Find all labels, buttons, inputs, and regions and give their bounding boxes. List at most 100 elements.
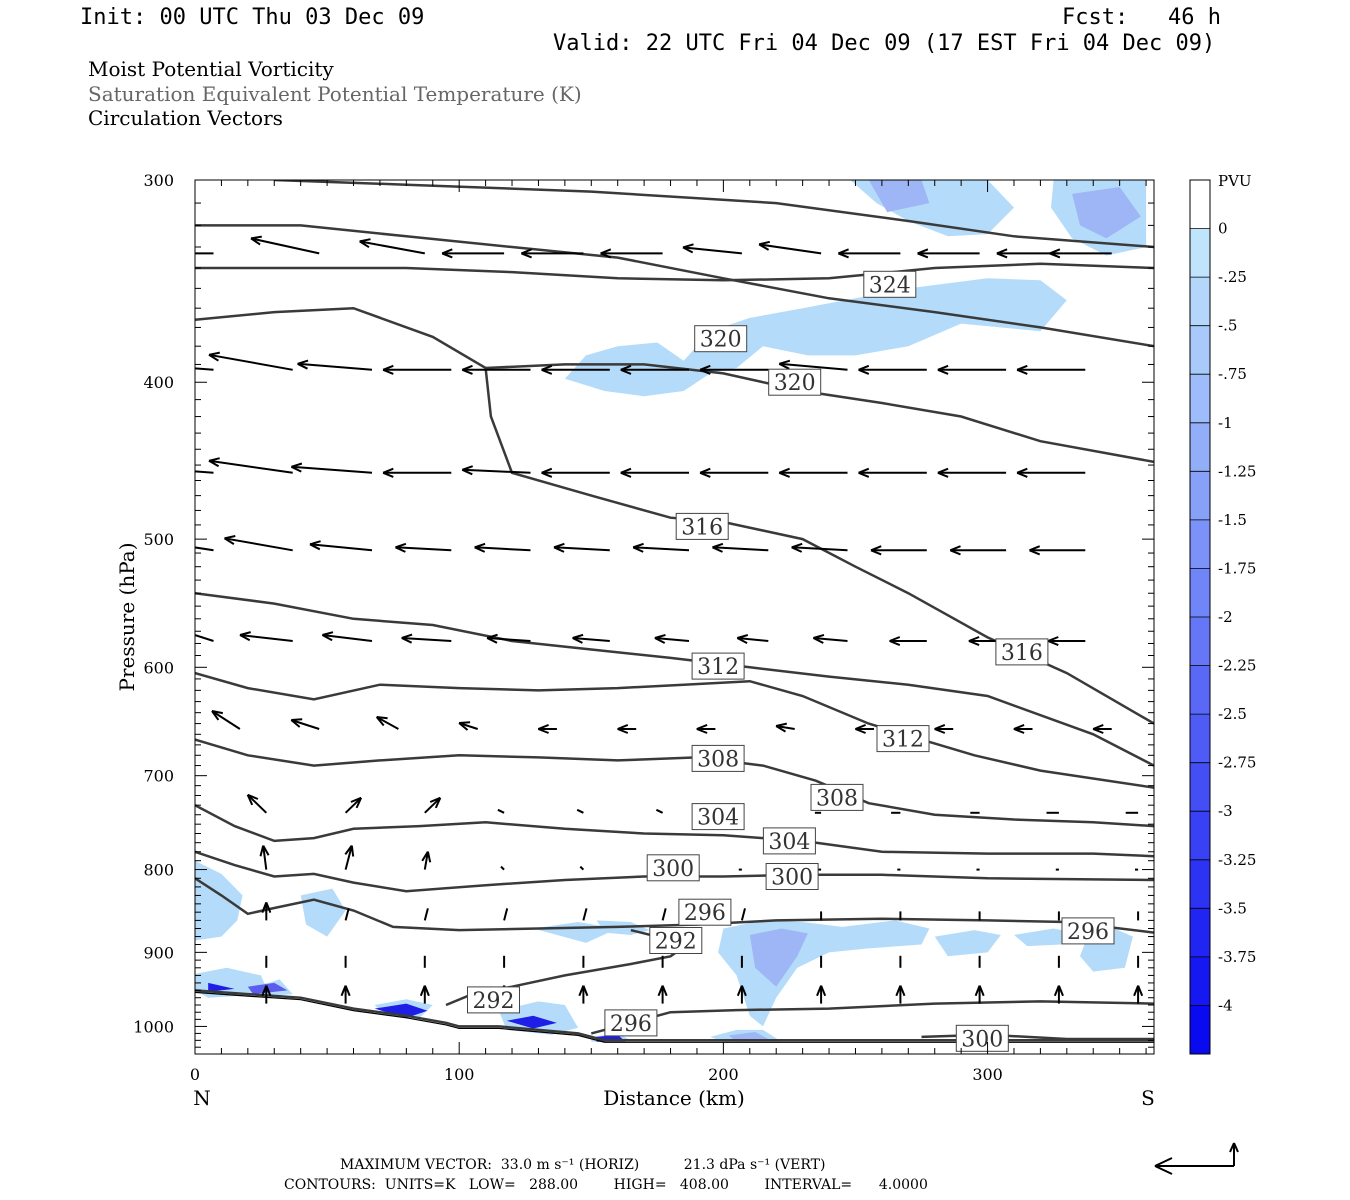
colorbar: 0 -.25 -.5 -.75 -1 -1.25 -1.5 -1.75 -2 -2.25 -2.5 -… xyxy=(1189,179,1256,1055)
x-right-end-label: S xyxy=(1141,1086,1155,1110)
contour-label: 316 xyxy=(995,638,1049,666)
colorbar-swatch xyxy=(1190,1005,1210,1055)
contour-300 xyxy=(921,1033,1154,1041)
y-tick-label: 300 xyxy=(143,171,174,190)
circulation-vector xyxy=(474,542,531,553)
circulation-vector xyxy=(290,718,320,730)
circulation-vector xyxy=(816,985,827,1004)
contour-label-text: 316 xyxy=(681,515,723,540)
circulation-vector xyxy=(195,633,214,642)
circulation-vector xyxy=(340,985,351,1004)
circulation-vector xyxy=(895,985,906,1004)
colorbar-swatch xyxy=(1190,568,1210,618)
pv-region xyxy=(195,860,243,941)
colorbar-label: -3.75 xyxy=(1218,948,1256,966)
contour-label: 320 xyxy=(768,368,822,396)
contour-316 xyxy=(484,367,1154,725)
colorbar-label: -1.25 xyxy=(1218,462,1256,480)
circulation-vector xyxy=(290,462,373,474)
colorbar-label: -2.25 xyxy=(1218,657,1256,675)
contour-308 xyxy=(195,738,1154,828)
contour-label-text: 292 xyxy=(473,989,515,1014)
contour-label-text: 316 xyxy=(1001,641,1043,666)
circulation-vector xyxy=(661,908,667,921)
circulation-vector xyxy=(579,865,585,871)
circulation-vector xyxy=(246,793,267,814)
circulation-vector xyxy=(870,545,927,556)
circulation-vector xyxy=(500,865,505,871)
colorbar-swatch xyxy=(1190,325,1210,375)
circulation-vector xyxy=(889,636,927,647)
x-tick-label: 300 xyxy=(972,1065,1003,1084)
reference-vector xyxy=(1154,1142,1239,1175)
circulation-vector xyxy=(855,723,874,734)
pv-shading xyxy=(195,180,1147,1042)
contour-label-text: 296 xyxy=(684,901,726,926)
contour-label-text: 300 xyxy=(771,866,813,891)
colorbar-label: 0 xyxy=(1218,220,1228,238)
circulation-vector xyxy=(537,723,557,734)
axis-ticks xyxy=(194,179,1154,1055)
terrain-line xyxy=(195,991,1154,1043)
circulation-vector xyxy=(1133,985,1144,1004)
circulation-vector xyxy=(937,467,1007,478)
contour-label-text: 324 xyxy=(869,273,911,298)
y-tick-label: 400 xyxy=(143,373,174,392)
circulation-vector xyxy=(382,364,452,375)
circulation-vectors xyxy=(195,235,1144,1004)
circulation-vector xyxy=(858,364,927,375)
circulation-vector xyxy=(572,633,610,644)
circulation-vector xyxy=(576,808,584,814)
contour-label-text: 308 xyxy=(697,747,739,772)
circulation-vector xyxy=(632,542,690,553)
circulation-vector xyxy=(1047,636,1086,647)
circulation-vector xyxy=(344,845,355,870)
circulation-vector xyxy=(261,985,272,1004)
contour-label: 292 xyxy=(649,927,703,955)
contour-label-text: 312 xyxy=(697,655,739,680)
circulation-vector xyxy=(1016,467,1086,478)
pv-region xyxy=(749,928,808,987)
colorbar-label: -2 xyxy=(1218,608,1233,626)
circulation-vector xyxy=(461,364,531,375)
contour-label-text: 304 xyxy=(768,830,810,855)
y-tick-label: 1000 xyxy=(133,1017,174,1036)
pv-region xyxy=(506,1015,557,1029)
colorbar-swatch xyxy=(1190,180,1210,230)
contour-label: 300 xyxy=(765,863,819,891)
contour-label: 312 xyxy=(691,652,745,680)
pv-region xyxy=(1014,928,1075,947)
colorbar-label: -.25 xyxy=(1218,268,1247,286)
circulation-vector xyxy=(195,470,214,474)
contour-label: 320 xyxy=(694,325,748,353)
contour-296 xyxy=(590,1000,1154,1035)
colorbar-swatch xyxy=(1190,228,1210,278)
circulation-vector xyxy=(359,238,425,255)
contour-label-text: 320 xyxy=(700,328,742,353)
contour-316 xyxy=(195,591,1154,767)
circulation-vector xyxy=(736,634,769,644)
circulation-vector xyxy=(211,710,241,730)
circulation-vector xyxy=(949,545,1007,556)
colorbar-label: -2.5 xyxy=(1218,705,1247,723)
circulation-vector xyxy=(1013,723,1033,734)
x-axis-title: Distance (km) xyxy=(603,1086,745,1110)
colorbar-label: -4 xyxy=(1218,996,1233,1014)
circulation-vector xyxy=(395,542,452,553)
x-tick-label: 100 xyxy=(444,1065,475,1084)
circulation-vector xyxy=(503,908,509,921)
forecast-hour: Fcst: 46 h xyxy=(1062,5,1221,30)
circulation-vector xyxy=(375,716,399,730)
y-tick-label: 700 xyxy=(143,767,174,786)
contour-300 xyxy=(195,850,1154,893)
colorbar-label: -1.75 xyxy=(1218,559,1256,577)
pv-region xyxy=(564,278,1067,397)
circulation-vector xyxy=(578,985,589,1004)
y-tick-label: 500 xyxy=(143,530,174,549)
circulation-vector xyxy=(600,248,663,259)
contour-label-text: 304 xyxy=(697,806,739,831)
contour-label: 292 xyxy=(467,986,520,1014)
contour-label: 324 xyxy=(863,270,917,298)
circulation-vector xyxy=(1016,364,1086,375)
contour-label-text: 300 xyxy=(961,1027,1003,1052)
